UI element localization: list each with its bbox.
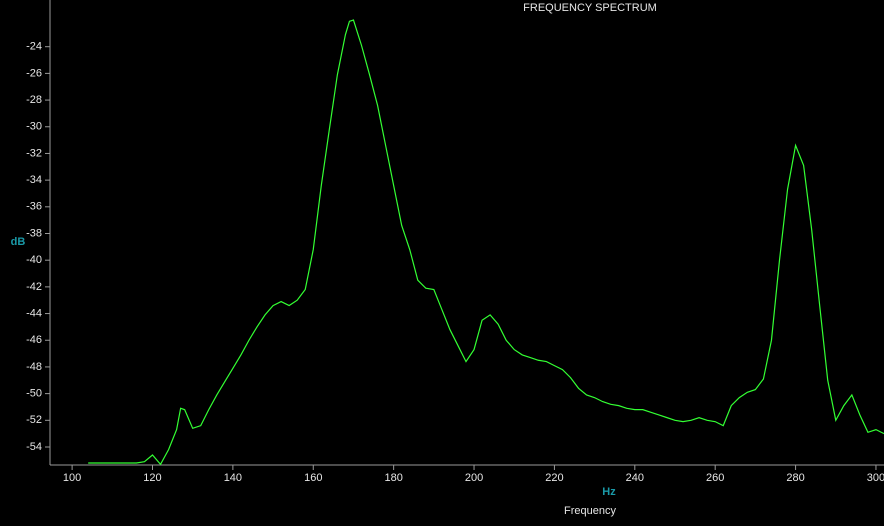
x-tick-label: 180 bbox=[384, 472, 402, 484]
x-tick-label: 160 bbox=[304, 472, 322, 484]
y-tick-label: -44 bbox=[26, 307, 42, 319]
x-tick-label: 240 bbox=[626, 472, 644, 484]
y-unit: dB bbox=[11, 236, 26, 248]
y-tick-label: -40 bbox=[26, 254, 42, 266]
y-tick-label: -52 bbox=[26, 414, 42, 426]
x-tick-label: 200 bbox=[465, 472, 483, 484]
y-tick-label: -32 bbox=[26, 147, 42, 159]
y-tick-label: -54 bbox=[26, 441, 42, 453]
y-tick-label: -24 bbox=[26, 41, 42, 53]
x-tick-label: 260 bbox=[706, 472, 724, 484]
y-tick-label: -48 bbox=[26, 361, 42, 373]
spectrum-line bbox=[88, 19, 884, 466]
y-tick-label: -46 bbox=[26, 334, 42, 346]
y-tick-label: -42 bbox=[26, 281, 42, 293]
x-tick-label: 100 bbox=[63, 472, 81, 484]
x-tick-label: 280 bbox=[786, 472, 804, 484]
x-axis-label: Frequency bbox=[564, 505, 616, 517]
y-tick-label: -38 bbox=[26, 227, 42, 239]
x-unit: Hz bbox=[602, 486, 616, 498]
y-tick-label: -26 bbox=[26, 67, 42, 79]
y-tick-label: -36 bbox=[26, 201, 42, 213]
x-tick-label: 220 bbox=[545, 472, 563, 484]
x-tick-label: 140 bbox=[224, 472, 242, 484]
x-tick-label: 120 bbox=[143, 472, 161, 484]
chart-title: FREQUENCY SPECTRUM bbox=[523, 2, 657, 14]
y-tick-label: -30 bbox=[26, 121, 42, 133]
y-tick-label: -50 bbox=[26, 388, 42, 400]
y-tick-label: -28 bbox=[26, 94, 42, 106]
x-tick-label: 300 bbox=[867, 472, 884, 484]
y-tick-label: -34 bbox=[26, 174, 42, 186]
